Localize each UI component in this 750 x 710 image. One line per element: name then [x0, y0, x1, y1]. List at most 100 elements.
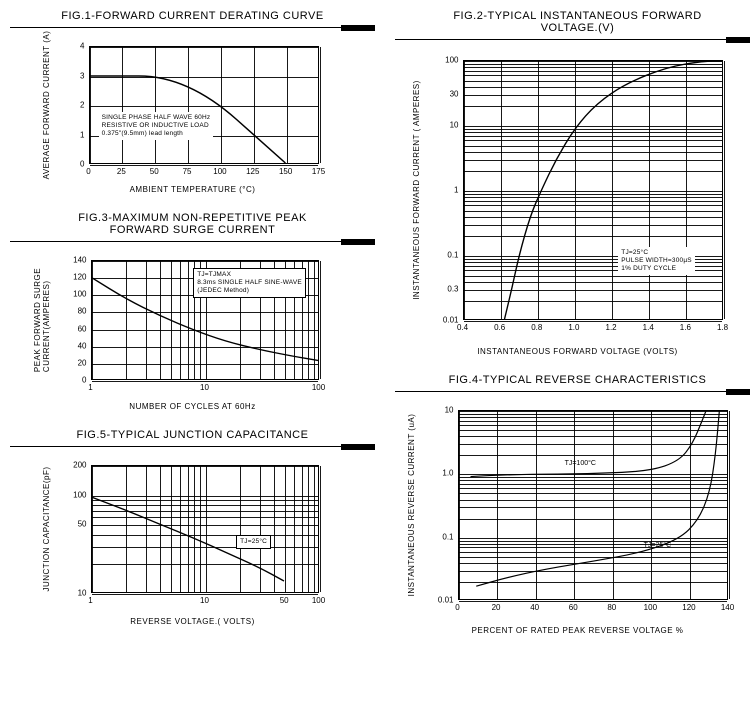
fig4-ylabel: INSTANTANEOUS REVERSE CURRENT (uA): [407, 414, 416, 597]
fig1-ytick: 2: [55, 101, 85, 110]
fig4: FIG.4-TYPICAL REVERSE CHARACTERISTICS TJ…: [395, 374, 750, 635]
fig4-series-label: TJ=100°C: [565, 459, 596, 468]
fig3-ytick: 140: [57, 256, 87, 265]
fig5-ytick: 50: [57, 520, 87, 529]
fig3-ytick: 40: [57, 341, 87, 350]
fig5-ylabel: JUNCTION CAPACITANCE(pF): [42, 466, 51, 591]
fig3-ytick: 80: [57, 307, 87, 316]
fig2-ytick: 1: [429, 186, 459, 195]
fig5-xtick: 100: [312, 596, 325, 605]
fig1-xtick: 50: [150, 167, 159, 176]
fig5-title: FIG.5-TYPICAL JUNCTION CAPACITANCE: [10, 429, 375, 447]
fig3-xtick: 100: [312, 383, 325, 392]
fig2-ytick: 0.01: [429, 316, 459, 325]
fig1-plot: SINGLE PHASE HALF WAVE 60HzRESISTIVE OR …: [89, 46, 319, 164]
fig3-ytick: 120: [57, 273, 87, 282]
fig2-xtick: 1.0: [568, 323, 579, 332]
fig4-xtick: 140: [721, 603, 734, 612]
fig1: FIG.1-FORWARD CURRENT DERATING CURVE SIN…: [10, 10, 375, 194]
fig1-ytick: 3: [55, 71, 85, 80]
fig2-chart: TJ=25°CPULSE WIDTH=300µS1% DUTY CYCLE 0.4…: [413, 50, 743, 345]
fig4-xtick: 80: [607, 603, 616, 612]
fig1-title-text: FIG.1-FORWARD CURRENT DERATING CURVE: [61, 10, 323, 22]
fig5-xtick: 1: [88, 596, 92, 605]
fig5-plot: TJ=25°C: [91, 465, 319, 593]
fig3-xlabel: NUMBER OF CYCLES AT 60Hz: [10, 402, 375, 411]
fig2-xlabel: INSTANTANEOUS FORWARD VOLTAGE (VOLTS): [395, 347, 750, 356]
fig4-series-label: TJ=25°C: [644, 541, 672, 550]
fig1-note: SINGLE PHASE HALF WAVE 60HzRESISTIVE OR …: [99, 112, 214, 140]
fig3-plot: TJ=TJMAX8.3ms SINGLE HALF SINE-WAVE(JEDE…: [91, 260, 319, 380]
fig3-xtick: 1: [88, 383, 92, 392]
fig2-ytick: 0.1: [429, 251, 459, 260]
fig4-chart: TJ=100°C TJ=25°C 0 20 40 60 80 100 120 140 0.01 0.1…: [408, 402, 748, 624]
fig3: FIG.3-MAXIMUM NON-REPETITIVE PEAKFORWARD…: [10, 212, 375, 411]
page: FIG.1-FORWARD CURRENT DERATING CURVE SIN…: [0, 0, 750, 663]
fig1-title: FIG.1-FORWARD CURRENT DERATING CURVE: [10, 10, 375, 28]
fig2-xtick: 0.6: [494, 323, 505, 332]
fig3-ytick: 20: [57, 358, 87, 367]
fig4-xtick: 40: [530, 603, 539, 612]
fig3-ytick: 0: [57, 376, 87, 385]
fig1-ytick: 0: [55, 160, 85, 169]
fig3-title-text: FIG.3-MAXIMUM NON-REPETITIVE PEAKFORWARD…: [78, 212, 307, 236]
fig2-ytick: 30: [429, 89, 459, 98]
fig2: FIG.2-TYPICAL INSTANTANEOUS FORWARDVOLTA…: [395, 10, 750, 356]
fig4-title-text: FIG.4-TYPICAL REVERSE CHARACTERISTICS: [449, 374, 707, 386]
fig4-title: FIG.4-TYPICAL REVERSE CHARACTERISTICS: [395, 374, 750, 392]
fig1-xtick: 150: [279, 167, 292, 176]
fig2-title-text: FIG.2-TYPICAL INSTANTANEOUS FORWARDVOLTA…: [453, 10, 701, 34]
fig5-xtick: 10: [200, 596, 209, 605]
fig2-xtick: 1.4: [643, 323, 654, 332]
fig1-xtick: 175: [312, 167, 325, 176]
fig1-xtick: 75: [183, 167, 192, 176]
fig5: FIG.5-TYPICAL JUNCTION CAPACITANCE TJ=25…: [10, 429, 375, 626]
fig1-ylabel: AVERAGE FORWARD CURRENT (A): [42, 31, 51, 180]
fig4-xtick: 120: [682, 603, 695, 612]
fig4-xlabel: PERCENT OF RATED PEAK REVERSE VOLTAGE %: [395, 626, 750, 635]
fig5-chart: TJ=25°C110501001050100200JUNCTION CAPACI…: [43, 457, 343, 615]
fig3-title: FIG.3-MAXIMUM NON-REPETITIVE PEAKFORWARD…: [10, 212, 375, 242]
fig2-title: FIG.2-TYPICAL INSTANTANEOUS FORWARDVOLTA…: [395, 10, 750, 40]
fig2-xtick: 0.8: [531, 323, 542, 332]
fig2-ytick: 10: [429, 121, 459, 130]
fig2-plot: TJ=25°CPULSE WIDTH=300µS1% DUTY CYCLE: [463, 60, 723, 320]
fig1-xtick: 125: [246, 167, 259, 176]
fig1-xlabel: AMBIENT TEMPERATURE (°C): [10, 185, 375, 194]
fig5-xlabel: REVERSE VOLTAGE.( VOLTS): [10, 617, 375, 626]
fig1-ytick: 1: [55, 130, 85, 139]
fig2-ytick: 100: [429, 56, 459, 65]
fig4-ytick: 1.0: [424, 469, 454, 478]
fig5-title-text: FIG.5-TYPICAL JUNCTION CAPACITANCE: [77, 429, 309, 441]
fig4-xtick: 20: [492, 603, 501, 612]
fig2-note: TJ=25°CPULSE WIDTH=300µS1% DUTY CYCLE: [618, 247, 695, 275]
fig2-xtick: 0.4: [457, 323, 468, 332]
fig3-ylabel: PEAK FORWARD SURGECURRENT(AMPERES): [33, 268, 51, 372]
fig5-note: TJ=25°C: [236, 535, 271, 549]
fig4-xtick: 100: [644, 603, 657, 612]
fig4-plot: TJ=100°C TJ=25°C: [458, 410, 728, 600]
fig3-chart: TJ=TJMAX8.3ms SINGLE HALF SINE-WAVE(JEDE…: [43, 252, 343, 400]
right-col: FIG.2-TYPICAL INSTANTANEOUS FORWARDVOLTA…: [395, 10, 750, 653]
fig4-ytick: 10: [424, 406, 454, 415]
fig5-ytick: 100: [57, 490, 87, 499]
fig4-xtick: 0: [455, 603, 459, 612]
fig4-xtick: 60: [569, 603, 578, 612]
fig1-xtick: 0: [86, 167, 90, 176]
fig3-note: TJ=TJMAX8.3ms SINGLE HALF SINE-WAVE(JEDE…: [193, 268, 306, 298]
fig1-xtick: 100: [213, 167, 226, 176]
fig4-ytick: 0.01: [424, 596, 454, 605]
fig1-chart: SINGLE PHASE HALF WAVE 60HzRESISTIVE OR …: [43, 38, 343, 183]
fig3-ytick: 60: [57, 324, 87, 333]
left-col: FIG.1-FORWARD CURRENT DERATING CURVE SIN…: [10, 10, 375, 653]
fig5-xtick: 50: [280, 596, 289, 605]
fig2-xtick: 1.8: [717, 323, 728, 332]
fig3-ytick: 100: [57, 290, 87, 299]
fig2-ylabel: INSTANTANEOUS FORWARD CURRENT ( AMPERES): [412, 80, 421, 300]
fig4-ytick: 0.1: [424, 532, 454, 541]
fig2-xtick: 1.2: [606, 323, 617, 332]
fig5-ytick: 10: [57, 589, 87, 598]
fig5-ytick: 200: [57, 461, 87, 470]
fig1-xtick: 25: [117, 167, 126, 176]
fig2-xtick: 1.6: [680, 323, 691, 332]
